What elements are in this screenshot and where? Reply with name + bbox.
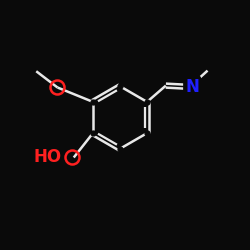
Text: HO: HO <box>33 148 61 166</box>
Text: N: N <box>185 78 199 96</box>
